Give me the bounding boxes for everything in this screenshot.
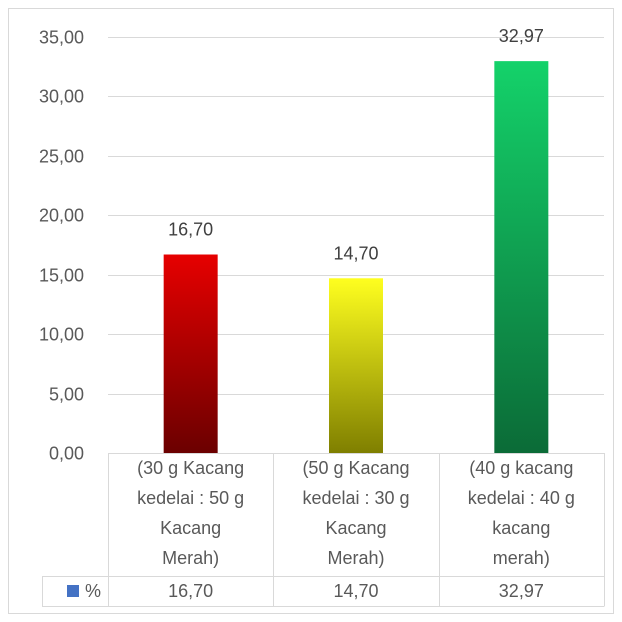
bar: [329, 278, 383, 453]
x-category-cell: (30 g Kacang kedelai : 50 g Kacang Merah…: [108, 453, 273, 576]
bar: [163, 254, 218, 453]
data-label: 16,70: [168, 220, 213, 240]
bars: [163, 61, 549, 454]
data-labels: 16,70 14,70 32,97: [168, 26, 544, 263]
x-category-cell: (50 g Kacang kedelai : 30 g Kacang Merah…: [273, 453, 438, 576]
chart-frame: [8, 8, 614, 614]
y-tick-label: 0,00: [49, 444, 84, 464]
y-tick-label: 25,00: [39, 147, 84, 167]
legend-series-name: %: [85, 581, 101, 601]
y-tick-label: 15,00: [39, 266, 84, 286]
y-axis-tick-labels: 0,00 5,00 10,00 15,00 20,00 25,00 30,00 35,00: [39, 28, 84, 464]
data-table: % 16,70 14,70 32,97: [42, 453, 605, 607]
x-category-label: (30 g Kacang kedelai : 50 g Kacang Merah…: [137, 458, 245, 568]
x-category-label: (40 g kacang kedelai : 40 g kacang merah…: [467, 458, 575, 568]
table-value-cell: 14,70: [333, 581, 378, 601]
data-label: 14,70: [333, 243, 378, 263]
y-tick-label: 35,00: [39, 28, 84, 48]
y-tick-label: 20,00: [39, 206, 84, 226]
x-category-cell: (40 g kacang kedelai : 40 g kacang merah…: [439, 453, 604, 576]
table-value-cell: 16,70: [168, 581, 213, 601]
bar: [494, 61, 549, 454]
legend-key-swatch: [67, 585, 79, 597]
data-label: 32,97: [499, 26, 544, 46]
y-tick-label: 5,00: [49, 385, 84, 405]
table-value-cell: 32,97: [499, 581, 544, 601]
x-category-label: (50 g Kacang kedelai : 30 g Kacang Merah…: [302, 458, 410, 568]
y-tick-label: 10,00: [39, 325, 84, 345]
y-tick-label: 30,00: [39, 87, 84, 107]
